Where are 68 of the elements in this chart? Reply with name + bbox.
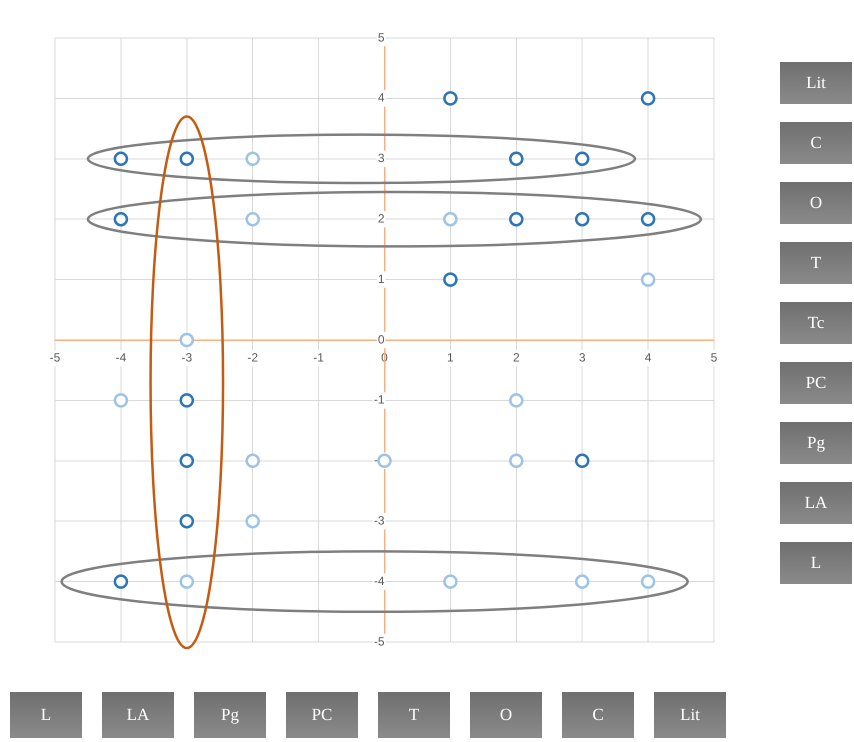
text: PC (286, 692, 358, 738)
point (180, 574, 194, 589)
point (640, 212, 656, 226)
text: C (562, 692, 634, 738)
point (114, 152, 128, 166)
y-tick-label: 0 (378, 332, 385, 346)
point (574, 152, 590, 166)
x-tick-label: 5 (710, 350, 718, 365)
point (640, 272, 656, 287)
point (180, 152, 194, 166)
text: Pg (780, 422, 852, 464)
y-tick-label: 1 (378, 272, 385, 286)
point (443, 272, 458, 287)
point (114, 393, 128, 408)
point (377, 454, 392, 468)
point (245, 514, 260, 528)
x-tick-label: -1 (313, 350, 324, 365)
text: LA (102, 692, 174, 738)
y-tick-label: 4 (378, 90, 385, 105)
y-tick-label: -3 (374, 514, 385, 528)
point (114, 574, 128, 589)
x-tick-label: 2 (512, 350, 520, 365)
text: PC (780, 362, 852, 404)
x-tick-label: -2 (247, 350, 258, 365)
point (180, 393, 194, 408)
point (640, 91, 656, 106)
point (640, 574, 656, 589)
text: Pg (194, 692, 266, 738)
y-tick-label: -5 (374, 634, 385, 648)
text: O (780, 182, 852, 224)
text: LA (780, 482, 852, 524)
x-tick-label: -3 (181, 350, 192, 365)
point (180, 514, 194, 528)
y-tick-label: -1 (374, 392, 385, 407)
point (180, 454, 194, 468)
point (245, 212, 260, 226)
text: O (470, 692, 542, 738)
y-tick-label: 5 (378, 30, 385, 44)
text: C (780, 122, 852, 164)
x-tick-label: 3 (578, 350, 586, 365)
point (443, 91, 458, 106)
y-tick-label: -4 (374, 574, 385, 588)
point (443, 574, 458, 589)
x-tick-label: 4 (644, 350, 652, 365)
x-tick-label: 1 (447, 350, 454, 365)
point (114, 212, 128, 226)
text: T (378, 692, 450, 738)
text: Tc (780, 302, 852, 344)
text: Lit (780, 62, 852, 104)
point (443, 212, 458, 226)
point (509, 212, 524, 226)
text: T (780, 242, 852, 284)
point (574, 574, 590, 589)
point (509, 152, 524, 166)
x-tick-label: -5 (50, 350, 61, 365)
point (574, 454, 590, 468)
x-tick-label: -4 (116, 350, 127, 365)
text: L (780, 542, 852, 584)
point (509, 393, 524, 408)
y-tick-label: 2 (378, 212, 385, 226)
y-tick-label: 3 (378, 151, 385, 166)
point (180, 332, 194, 348)
point (245, 152, 260, 166)
text: L (10, 692, 82, 738)
text: Lit (654, 692, 726, 738)
point (509, 454, 524, 468)
point (574, 212, 590, 226)
point (245, 454, 260, 468)
